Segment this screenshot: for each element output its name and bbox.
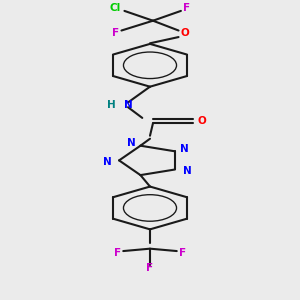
Text: O: O [198, 116, 207, 126]
Text: N: N [127, 138, 136, 148]
Text: N: N [179, 144, 188, 154]
Text: F: F [183, 3, 190, 13]
Text: N: N [103, 157, 112, 167]
Text: H: H [107, 100, 116, 110]
Text: F: F [114, 248, 121, 257]
Text: F: F [146, 263, 154, 273]
Text: N: N [124, 100, 132, 110]
Text: F: F [112, 28, 119, 38]
Text: O: O [180, 28, 189, 38]
Text: F: F [179, 248, 186, 257]
Text: N: N [182, 166, 191, 176]
Text: Cl: Cl [110, 3, 121, 13]
